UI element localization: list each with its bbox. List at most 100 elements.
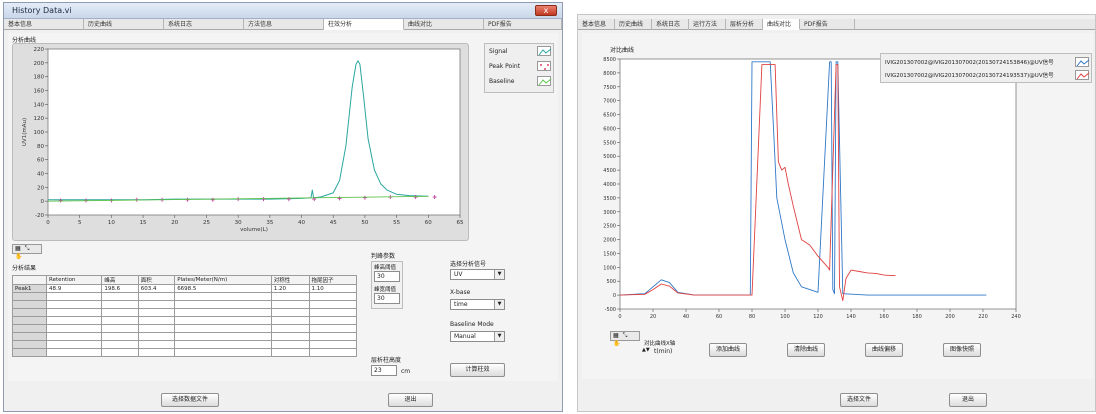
- table-cell: [137, 292, 176, 301]
- x-tick-label: 15: [140, 220, 147, 226]
- x-tick-label: 30: [235, 220, 242, 226]
- x-tick-label: 60: [425, 220, 432, 226]
- snapshot-button[interactable]: 图像快照: [943, 343, 981, 357]
- y-tick-label: 1500: [603, 251, 616, 257]
- y-tick-label: 3000: [603, 210, 616, 216]
- tab-basic-info[interactable]: 基本信息: [4, 19, 84, 30]
- exit-button[interactable]: 退出: [388, 393, 433, 407]
- graph-tools-palette[interactable]: ▦ ⤡ ✋: [12, 244, 42, 260]
- table-row[interactable]: [12, 308, 358, 317]
- legend-swatch-baseline[interactable]: [537, 76, 552, 86]
- table-cell: [137, 340, 176, 349]
- add-curve-button[interactable]: 添加曲线: [709, 343, 747, 357]
- x-tick-label: 55: [393, 220, 400, 226]
- table-row[interactable]: [12, 324, 358, 333]
- compare-chart[interactable]: -500050010001500200025003000350040004500…: [582, 53, 1052, 321]
- shift-curve-button[interactable]: 曲线偏移: [865, 343, 903, 357]
- peak-point-marker: [362, 195, 367, 200]
- legend-label-signal: Signal: [489, 48, 508, 55]
- tab-pdf-report[interactable]: PDF报告: [800, 19, 855, 30]
- tab-method-info[interactable]: 方法信息: [244, 19, 324, 30]
- results-label: 分析结果: [12, 265, 37, 272]
- window-title: History Data.vi: [12, 6, 72, 15]
- table-row[interactable]: Peak1 48.9 198.6 603.4 6698.5 1.20 1.10: [12, 284, 358, 293]
- table-cell: [45, 340, 103, 349]
- y-tick-label: 5000: [603, 154, 616, 160]
- column-height-label: 层析柱高度: [371, 357, 402, 364]
- x-tick-label: 50: [361, 220, 368, 226]
- y-tick-label: 5500: [603, 140, 616, 146]
- xaxis-stepper-icon[interactable]: ▲▼: [642, 347, 650, 353]
- close-button[interactable]: x: [535, 5, 557, 16]
- table-cell: [137, 300, 176, 309]
- column-header: 面积: [137, 275, 176, 285]
- row-header: Peak1: [12, 284, 47, 293]
- chevron-down-icon[interactable]: ▼: [494, 270, 504, 279]
- x-tick-label: 240: [1011, 314, 1021, 320]
- tab-pdf-report[interactable]: PDF报告: [484, 19, 562, 30]
- table-cell: [308, 316, 358, 325]
- tab-curve-compare[interactable]: 曲线对比: [763, 19, 800, 30]
- plot-legend: IVIG201307002@IVIG201307002(201307241538…: [880, 53, 1092, 83]
- x-axis-label: volume(L): [240, 227, 268, 233]
- y-tick-label: 40: [37, 172, 44, 178]
- select-data-file-button[interactable]: 选择数据文件: [161, 393, 219, 407]
- y-axis-label: UV1(mAu): [22, 118, 28, 146]
- table-row[interactable]: [12, 316, 358, 325]
- baseline-mode-value: Manual: [454, 333, 476, 340]
- row-header: [12, 292, 47, 301]
- xaxis-control-value[interactable]: t(min): [654, 348, 673, 355]
- row-header: [12, 324, 47, 333]
- table-row[interactable]: [12, 332, 358, 341]
- tab-history-curve[interactable]: 历史曲线: [615, 19, 652, 30]
- legend-swatch-curve-2[interactable]: [1075, 70, 1090, 80]
- table-row[interactable]: [12, 292, 358, 301]
- tab-curve-compare[interactable]: 曲线对比: [404, 19, 484, 30]
- table-cell: [101, 348, 139, 357]
- tab-column-efficiency[interactable]: 柱效分析: [324, 19, 404, 30]
- peak-point-marker: [210, 197, 215, 202]
- legend-label-peak-point: Peak Point: [489, 63, 521, 70]
- table-cell: [270, 332, 310, 341]
- x-tick-label: 20: [171, 220, 178, 226]
- y-tick-label: 140: [34, 102, 45, 108]
- compute-efficiency-button[interactable]: 计算柱效: [450, 363, 505, 377]
- results-table[interactable]: Retention 峰高 面积 Plates/Meter(N/m) 对称性 拖尾因子 Pea…: [12, 275, 358, 357]
- tab-system-log[interactable]: 系统日志: [652, 19, 689, 30]
- tab-system-log[interactable]: 系统日志: [164, 19, 244, 30]
- tab-basic-info[interactable]: 基本信息: [578, 19, 615, 30]
- legend-swatch-peak-point[interactable]: [537, 61, 551, 71]
- table-cell: [270, 308, 310, 317]
- baseline-mode-select[interactable]: Manual ▼: [450, 331, 505, 342]
- table-cell: [174, 332, 272, 341]
- column-height-input[interactable]: 23: [371, 365, 397, 376]
- row-header: [12, 316, 47, 325]
- table-row[interactable]: [12, 340, 358, 349]
- signal-select[interactable]: UV ▼: [450, 269, 505, 280]
- table-row[interactable]: [12, 348, 358, 357]
- x-tick-label: 5: [78, 220, 82, 226]
- chevron-down-icon[interactable]: ▼: [494, 300, 504, 309]
- legend-swatch-signal[interactable]: [537, 46, 552, 56]
- table-row[interactable]: [12, 300, 358, 309]
- tab-chromatography-analysis[interactable]: 层析分析: [726, 19, 763, 30]
- tab-run-method[interactable]: 运行方法: [689, 19, 726, 30]
- tab-history-curve[interactable]: 历史曲线: [84, 19, 164, 30]
- legend-swatch-curve-1[interactable]: [1075, 57, 1090, 67]
- select-file-button[interactable]: 选择文件: [840, 393, 878, 407]
- clear-curve-button[interactable]: 清除曲线: [787, 343, 825, 357]
- table-cell: [101, 300, 139, 309]
- exit-button[interactable]: 退出: [949, 393, 987, 407]
- table-cell: [270, 324, 310, 333]
- table-cell: [308, 324, 358, 333]
- chevron-down-icon[interactable]: ▼: [494, 332, 504, 341]
- table-cell: [45, 300, 103, 309]
- table-cell: [137, 316, 176, 325]
- graph-tools-palette[interactable]: ▦ ⤡ ✋: [610, 331, 640, 347]
- xbase-select[interactable]: time ▼: [450, 299, 505, 310]
- peak-height-threshold-input[interactable]: 30: [374, 271, 400, 282]
- peak-width-threshold-input[interactable]: 30: [374, 293, 400, 304]
- table-cell: [45, 308, 103, 317]
- y-tick-label: 60: [37, 158, 44, 164]
